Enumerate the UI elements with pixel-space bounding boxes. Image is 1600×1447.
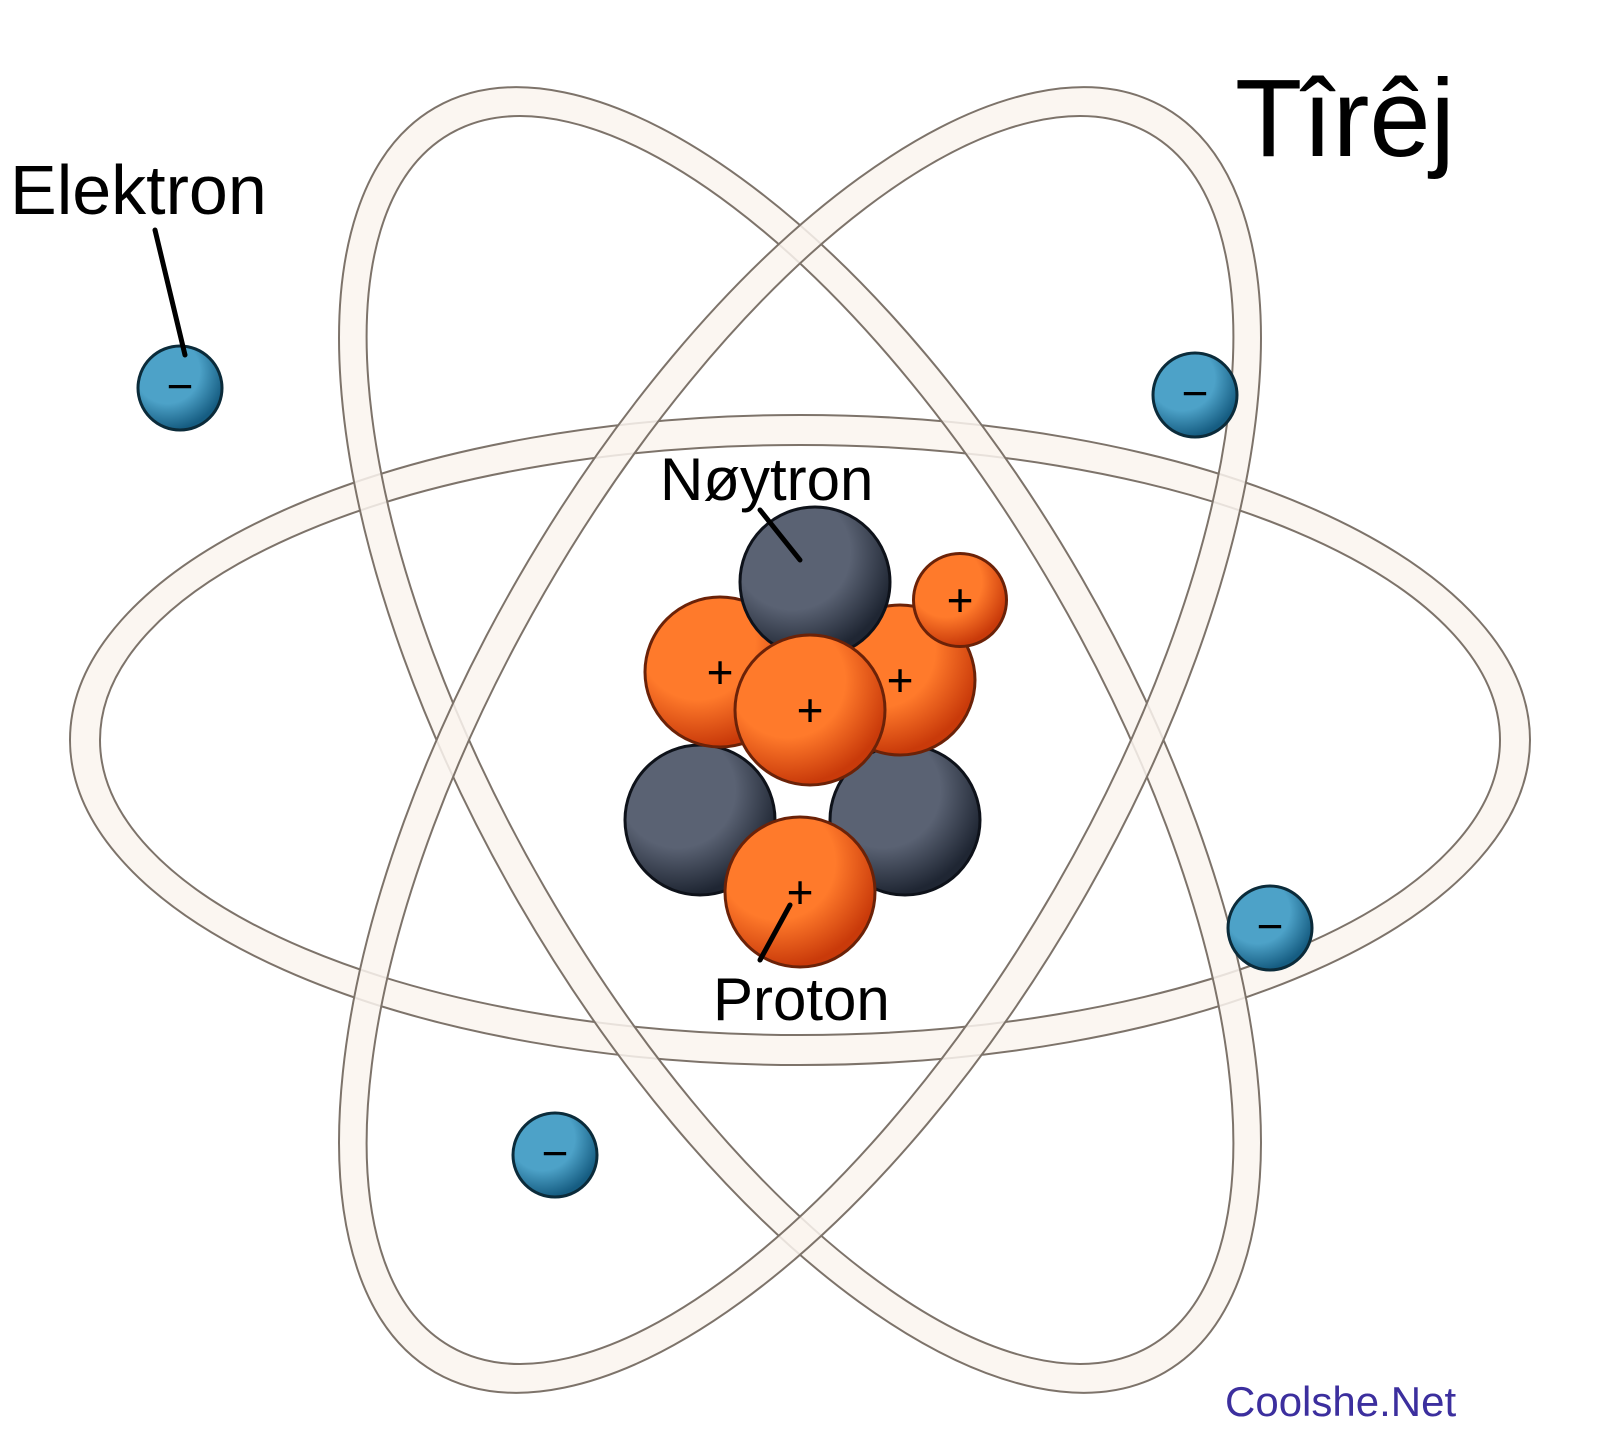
title-label: Tîrêj [1235, 55, 1455, 182]
proton-plus-icon: + [947, 574, 974, 626]
proton-plus-icon: + [887, 654, 914, 706]
electron-minus-icon: − [1182, 367, 1209, 419]
proton-plus-icon: + [707, 646, 734, 698]
electron-minus-icon: − [167, 360, 194, 412]
neutron-text: Nøytron [660, 446, 873, 513]
proton-plus-icon: + [787, 866, 814, 918]
proton-sphere: + [914, 554, 1007, 647]
proton-sphere: + [725, 817, 875, 967]
electron-label: Elektron [10, 150, 267, 230]
electron-sphere: − [1153, 353, 1237, 437]
electron-sphere: − [513, 1113, 597, 1197]
neutron-label: Nøytron [660, 445, 873, 514]
proton-plus-icon: + [797, 684, 824, 736]
nucleus-group: + + + + + [625, 507, 1007, 967]
watermark-text: Coolshe.Net [1225, 1378, 1456, 1425]
electron-text: Elektron [10, 151, 267, 229]
watermark-label: Coolshe.Net [1225, 1378, 1456, 1426]
pointer-line [155, 230, 185, 355]
proton-sphere: + [735, 635, 885, 785]
proton-label: Proton [713, 965, 890, 1034]
proton-text: Proton [713, 966, 890, 1033]
title-text: Tîrêj [1235, 57, 1455, 180]
electron-minus-icon: − [542, 1127, 569, 1179]
electron-sphere: − [1228, 886, 1312, 970]
electron-sphere: − [138, 346, 222, 430]
electron-minus-icon: − [1257, 900, 1284, 952]
